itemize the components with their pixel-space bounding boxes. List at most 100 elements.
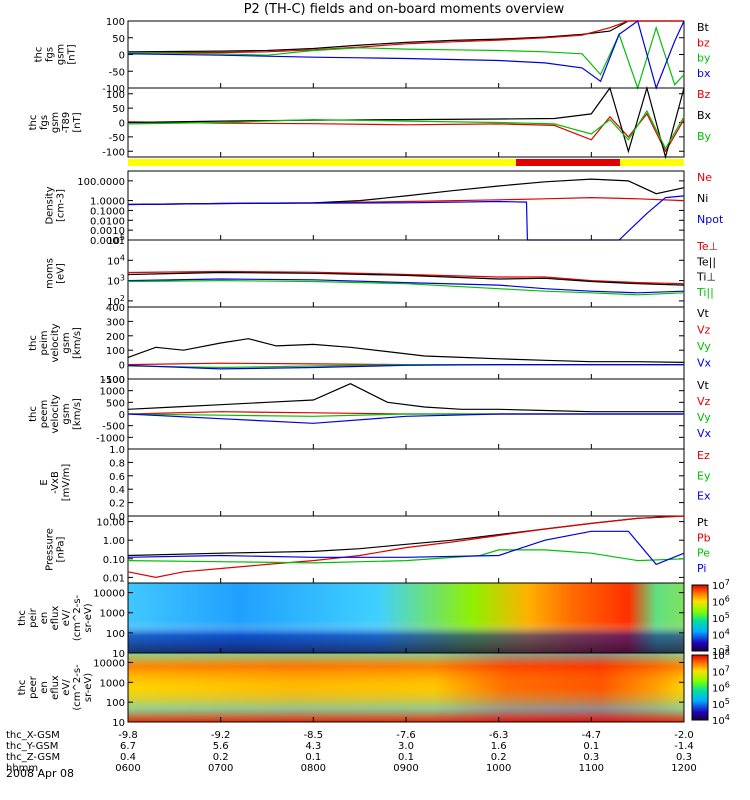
colorbar-tick-label: 104 bbox=[712, 713, 730, 727]
colorbar-tick-label: 108 bbox=[712, 648, 730, 662]
y-tick-label: -500 bbox=[102, 422, 125, 433]
y-tick-label: 0.0 bbox=[109, 512, 125, 523]
colorbar-tick-label: 104 bbox=[712, 628, 730, 642]
y-tick-label: 100 bbox=[106, 346, 125, 357]
legend-Ez: Ez bbox=[697, 449, 710, 462]
legend-Ex: Ex bbox=[697, 490, 711, 503]
y-tick-label: 300 bbox=[106, 317, 125, 328]
y-tick-label: 0.2 bbox=[109, 499, 125, 510]
panel-frame bbox=[127, 448, 685, 517]
time-axis-value: 0.4 bbox=[120, 752, 136, 763]
colorbar-tick-label: 107 bbox=[712, 578, 730, 592]
y-tick-label: 0.6 bbox=[109, 472, 125, 483]
y-axis-label: eV/ bbox=[61, 609, 72, 626]
panel-frame bbox=[127, 515, 685, 584]
legend-Vx: Vx bbox=[697, 427, 712, 440]
y-tick-label: 0.4 bbox=[109, 485, 125, 496]
y-axis-label: E bbox=[39, 479, 50, 485]
y-tick-label: 100 bbox=[106, 629, 125, 640]
y-tick-label: 0.1000 bbox=[90, 206, 125, 217]
legend-Pb: Pb bbox=[697, 531, 711, 544]
y-tick-label: 1000 bbox=[100, 387, 125, 398]
y-axis-label: peim bbox=[39, 330, 50, 355]
series-Pe bbox=[127, 549, 685, 564]
legend-Ni: Ni bbox=[697, 192, 708, 205]
y-tick-label: 0.0100 bbox=[90, 216, 125, 227]
time-axis-value: 0.2 bbox=[491, 752, 507, 763]
time-axis-value: -8.5 bbox=[304, 730, 324, 741]
panel-4: 105 104 103 102 moms [eV] Te⊥ Te|| Ti⊥ Ti|| bbox=[45, 233, 719, 308]
legend-Vx: Vx bbox=[697, 357, 712, 370]
y-axis-label: eV/ bbox=[61, 679, 72, 696]
y-axis-label: -VxB bbox=[50, 471, 61, 494]
y-tick-label: 10000 bbox=[93, 589, 125, 600]
y-tick-label: 0 bbox=[119, 51, 125, 62]
y-axis-label: sr-eV) bbox=[83, 603, 94, 632]
y-tick-label: -100 bbox=[102, 147, 125, 158]
colorbar-tick-label: 107 bbox=[712, 664, 730, 678]
legend-Te⊥: Te⊥ bbox=[696, 240, 718, 253]
series-Vx bbox=[127, 364, 684, 370]
series-Ti⊥ bbox=[127, 278, 685, 294]
colorbar-2 bbox=[691, 654, 709, 721]
legend-Vy: Vy bbox=[697, 340, 711, 353]
y-axis-label: gsm bbox=[50, 112, 61, 133]
y-axis-label: (cm^2-s- bbox=[72, 664, 83, 711]
y-axis-label: eflux bbox=[50, 606, 61, 631]
y-tick-label: 105 bbox=[107, 233, 125, 247]
colorbar-1 bbox=[691, 584, 709, 652]
panel-frame bbox=[127, 239, 685, 308]
series-Bz bbox=[127, 112, 685, 153]
y-axis-label: gsm bbox=[61, 403, 72, 424]
y-tick-label: 10 bbox=[112, 718, 125, 729]
time-axis-value: -9.8 bbox=[118, 730, 138, 741]
time-axis-value: 0.1 bbox=[398, 752, 414, 763]
y-axis-label: en bbox=[39, 612, 50, 625]
legend-Vy: Vy bbox=[697, 411, 711, 424]
colorbar-tick-label: 105 bbox=[712, 611, 730, 625]
panel-frame bbox=[127, 170, 685, 241]
legend-Ti⊥: Ti⊥ bbox=[696, 271, 716, 284]
y-axis-label: eflux bbox=[50, 675, 61, 700]
time-axis-value: 5.6 bbox=[213, 741, 229, 752]
series-Vt bbox=[127, 383, 684, 413]
legend-Npot: Npot bbox=[697, 213, 724, 226]
legend-Te||: Te|| bbox=[696, 255, 716, 268]
time-axis-value: 1.6 bbox=[491, 741, 507, 752]
time-axis: thc_X-GSM -9.8 -9.2 -8.5 -7.6 -6.3 -4.7 -2.0 thc… bbox=[6, 730, 697, 774]
y-axis-label: thc bbox=[28, 115, 39, 131]
time-axis-row-label: thc_X-GSM bbox=[6, 730, 60, 741]
y-tick-label: 104 bbox=[107, 253, 125, 267]
time-axis-value: 3.0 bbox=[398, 741, 414, 752]
y-tick-label: 1.0000 bbox=[90, 197, 125, 208]
legend-Pt: Pt bbox=[697, 516, 709, 529]
panel-5: 400 300 200 100 0 -100 thc peim velocity gsm [km/s… bbox=[28, 303, 712, 386]
legend-Vt: Vt bbox=[697, 307, 710, 320]
legend-Pe: Pe bbox=[697, 547, 710, 560]
y-axis-label: gsm bbox=[61, 332, 72, 353]
y-tick-label: 10000 bbox=[93, 658, 125, 669]
time-axis-value: -4.7 bbox=[582, 730, 602, 741]
y-axis-label: [km/s] bbox=[72, 398, 83, 430]
series-Npot bbox=[127, 195, 685, 241]
y-tick-label: 0.10 bbox=[103, 555, 125, 566]
y-axis-label: [nT] bbox=[72, 112, 83, 132]
y-tick-label: 100 bbox=[106, 698, 125, 709]
time-axis-value: -7.6 bbox=[396, 730, 416, 741]
y-axis-label: (cm^2-s- bbox=[72, 594, 83, 641]
y-tick-label: 0.0010 bbox=[90, 226, 125, 237]
legend-Bz: Bz bbox=[697, 88, 711, 101]
y-axis-label: thc bbox=[17, 680, 28, 696]
y-tick-label: 1000 bbox=[100, 678, 125, 689]
y-axis-label: gsm bbox=[56, 44, 67, 65]
series-bz bbox=[127, 20, 684, 54]
y-tick-label: 0.0001 bbox=[90, 236, 125, 247]
y-axis-label: velocity bbox=[50, 323, 61, 362]
y-tick-label: -1000 bbox=[96, 433, 125, 444]
y-axis-label: peir bbox=[28, 607, 39, 627]
series-bx bbox=[127, 20, 685, 90]
time-axis-value: 0600 bbox=[115, 763, 140, 774]
y-tick-label: 100 bbox=[106, 90, 125, 101]
legend-By: By bbox=[697, 130, 712, 143]
